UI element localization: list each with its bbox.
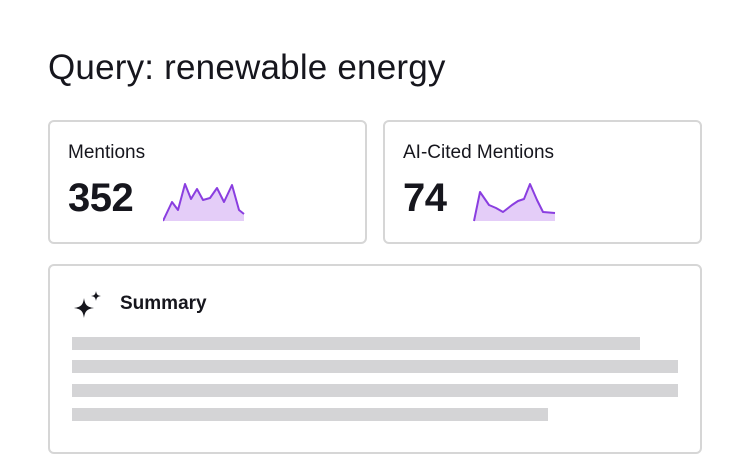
text-placeholder xyxy=(72,337,640,350)
text-placeholder xyxy=(72,360,678,373)
metric-label: AI-Cited Mentions xyxy=(403,142,555,163)
text-placeholder xyxy=(72,384,678,397)
page-title: Query: renewable energy xyxy=(48,48,446,87)
text-placeholder xyxy=(72,408,548,421)
summary-card: Summary xyxy=(48,264,702,454)
sparkline xyxy=(163,183,245,222)
sparkline xyxy=(473,183,556,222)
sparkle-icon xyxy=(74,291,101,318)
metric-value: 74 xyxy=(403,176,447,220)
summary-title: Summary xyxy=(120,293,207,314)
page: Query: renewable energy Mentions 352 AI-… xyxy=(48,48,702,454)
metric-value: 352 xyxy=(68,176,134,220)
metric-card: Mentions 352 xyxy=(48,120,367,244)
metric-card: AI-Cited Mentions 74 xyxy=(383,120,702,244)
metric-label: Mentions xyxy=(68,142,146,163)
